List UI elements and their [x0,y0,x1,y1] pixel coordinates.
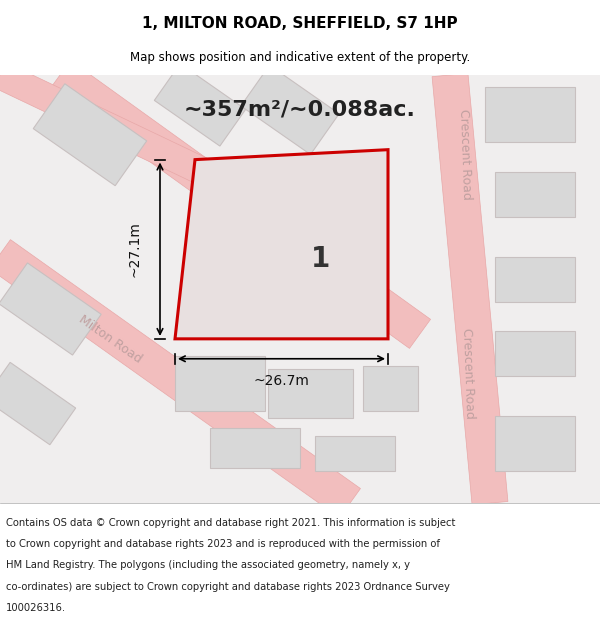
Text: ~27.1m: ~27.1m [128,221,142,277]
Polygon shape [175,356,265,411]
Text: Map shows position and indicative extent of the property.: Map shows position and indicative extent… [130,51,470,64]
Polygon shape [432,73,508,505]
Polygon shape [154,64,245,146]
Text: to Crown copyright and database rights 2023 and is reproduced with the permissio: to Crown copyright and database rights 2… [6,539,440,549]
Text: ~26.7m: ~26.7m [254,374,310,388]
Polygon shape [362,366,418,411]
Polygon shape [495,257,575,301]
Polygon shape [0,263,101,355]
Polygon shape [0,362,76,445]
Text: Milton Road: Milton Road [76,312,144,366]
Polygon shape [0,75,600,503]
Polygon shape [49,61,431,348]
Polygon shape [495,331,575,376]
Text: co-ordinates) are subject to Crown copyright and database rights 2023 Ordnance S: co-ordinates) are subject to Crown copyr… [6,582,450,592]
Polygon shape [33,84,147,186]
Text: Contains OS data © Crown copyright and database right 2021. This information is : Contains OS data © Crown copyright and d… [6,518,455,528]
Text: ~357m²/~0.088ac.: ~357m²/~0.088ac. [184,100,416,120]
Text: Crescent Road: Crescent Road [460,328,476,419]
Polygon shape [0,239,361,518]
Polygon shape [495,416,575,471]
Polygon shape [241,65,339,154]
Text: 1: 1 [310,245,329,273]
Polygon shape [0,62,236,197]
Polygon shape [315,436,395,471]
Polygon shape [175,149,388,339]
Text: Crescent Road: Crescent Road [457,109,473,201]
Polygon shape [495,172,575,217]
Text: 100026316.: 100026316. [6,603,66,613]
Polygon shape [268,369,353,419]
Text: HM Land Registry. The polygons (including the associated geometry, namely x, y: HM Land Registry. The polygons (includin… [6,561,410,571]
Text: Milton Road: Milton Road [271,176,339,229]
Polygon shape [485,88,575,142]
Text: 1, MILTON ROAD, SHEFFIELD, S7 1HP: 1, MILTON ROAD, SHEFFIELD, S7 1HP [142,16,458,31]
Polygon shape [210,429,300,468]
